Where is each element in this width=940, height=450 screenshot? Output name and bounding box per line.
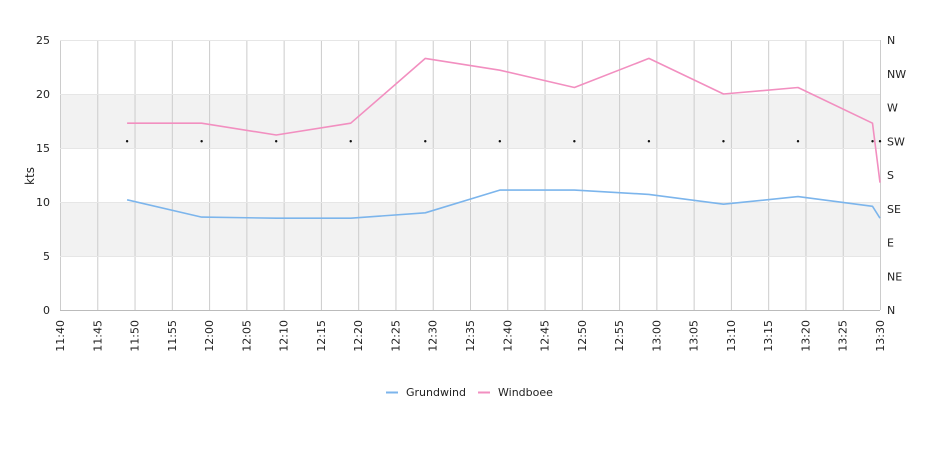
y-axis-left: 0 5 10 15 20 25 (36, 34, 50, 317)
x-tick-label: 13:20 (799, 320, 812, 352)
x-tick-label: 11:45 (91, 320, 104, 352)
y-tick-label: 25 (36, 34, 50, 47)
x-tick-label: 13:15 (762, 320, 775, 352)
x-tick-label: 12:50 (576, 320, 589, 352)
y-tick-label: 0 (43, 304, 50, 317)
series-line-windboee (127, 57, 881, 183)
x-axis: 11:40 11:45 11:50 11:55 12:00 12:05 12:10 12:15… (54, 320, 887, 352)
x-tick-label: 13:05 (688, 320, 701, 352)
x-tick-label: 12:40 (501, 320, 514, 352)
x-tick-label: 12:05 (240, 320, 253, 352)
x-tick-label: 13:30 (874, 320, 887, 352)
y-axis-right: N NE E SE S SW W NW N (887, 34, 906, 317)
x-tick-label: 11:55 (166, 320, 179, 352)
y2-tick-label: SE (887, 203, 901, 216)
legend: Grundwind Windboee (386, 386, 553, 399)
y2-tick-label: NE (887, 270, 902, 283)
direction-markers (125, 140, 882, 143)
y2-tick-label: N (887, 34, 895, 47)
x-tick-label: 12:00 (203, 320, 216, 352)
x-tick-label: 12:55 (613, 320, 626, 352)
x-tick-label: 12:25 (389, 320, 402, 352)
x-tick-label: 13:10 (725, 320, 738, 352)
direction-point (274, 140, 278, 143)
direction-point (647, 140, 651, 143)
direction-point (878, 140, 882, 143)
y-axis-title: kts (23, 167, 37, 185)
x-tick-label: 12:35 (464, 320, 477, 352)
y2-tick-label: W (887, 102, 898, 115)
y2-tick-label: NW (887, 68, 906, 81)
x-tick-label: 13:25 (837, 320, 850, 352)
x-tick-label: 11:50 (129, 320, 142, 352)
direction-point (871, 140, 874, 143)
y2-tick-label: SW (887, 135, 905, 148)
direction-point (200, 140, 203, 143)
x-tick-label: 12:30 (427, 320, 440, 352)
direction-point (349, 140, 352, 143)
y2-tick-label: S (887, 169, 894, 182)
direction-point (125, 140, 129, 143)
y2-tick-label: E (887, 237, 894, 250)
y2-tick-label: N (887, 304, 895, 317)
y-tick-label: 10 (36, 196, 50, 209)
y-tick-label: 5 (43, 250, 50, 263)
direction-point (424, 140, 427, 143)
series-lines (126, 57, 881, 219)
series-line-grundwind (126, 189, 881, 219)
legend-label: Grundwind (406, 386, 466, 399)
y-tick-label: 20 (36, 88, 50, 101)
direction-point (573, 140, 576, 143)
x-tick-label: 12:45 (539, 320, 552, 352)
x-tick-label: 11:40 (54, 320, 67, 352)
direction-point (796, 140, 800, 143)
direction-point (498, 140, 502, 143)
direction-point (722, 140, 725, 143)
y-tick-label: 15 (36, 142, 50, 155)
x-tick-label: 12:15 (315, 320, 328, 352)
grid-lines (60, 40, 881, 311)
x-tick-label: 12:10 (278, 320, 291, 352)
legend-label: Windboee (498, 386, 553, 399)
x-tick-label: 13:00 (650, 320, 663, 352)
x-tick-label: 12:20 (352, 320, 365, 352)
